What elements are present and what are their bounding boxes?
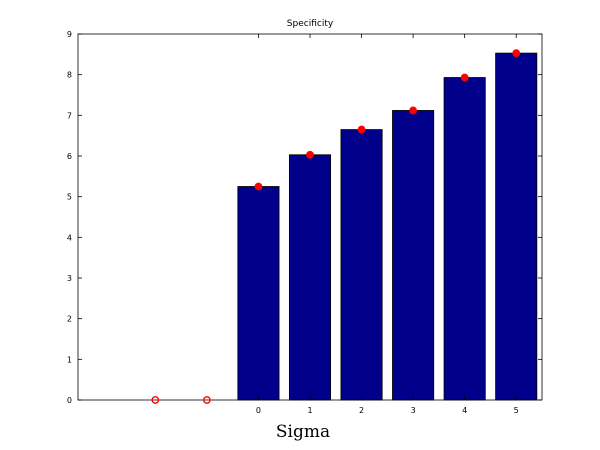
x-tick-label: 4: [462, 406, 467, 415]
marker-point: [357, 125, 366, 134]
y-tick-label: 7: [67, 111, 72, 120]
y-tick-label: 4: [67, 233, 72, 242]
marker-point: [202, 396, 211, 404]
x-tick-label: 2: [359, 406, 364, 415]
y-tick-label: 6: [67, 152, 72, 161]
x-axis: 0 1 2 3 4 5: [256, 34, 519, 415]
y-tick-label: 3: [67, 274, 72, 283]
x-tick-label: 1: [307, 406, 312, 415]
x-axis-label: Sigma: [276, 422, 330, 442]
x-tick-label: 3: [411, 406, 416, 415]
y-tick-label: 2: [67, 315, 72, 324]
marker-point: [409, 106, 418, 115]
marker-point: [306, 150, 314, 159]
marker-point: [512, 49, 521, 58]
y-tick-label: 9: [67, 30, 72, 39]
marker-point: [151, 396, 160, 404]
bar-3: [392, 110, 435, 401]
marker-point: [460, 73, 469, 82]
marker-point: [254, 182, 263, 191]
bar-1: [288, 154, 332, 401]
bar-2: [340, 129, 383, 401]
bar-4: [443, 77, 486, 401]
y-tick-label: 1: [67, 355, 72, 364]
y-tick-label: 8: [67, 71, 72, 80]
y-axis: 0 1 2 3 4 5 6 7 8 9: [67, 30, 542, 405]
bar-5: [495, 52, 538, 401]
markers-group: [151, 49, 521, 404]
bar-0: [237, 186, 280, 401]
chart-title: Specificity: [287, 19, 334, 29]
bars-group: [237, 52, 538, 401]
x-tick-label: 0: [256, 406, 261, 415]
y-tick-label: 0: [67, 396, 72, 405]
x-tick-label: 5: [514, 406, 519, 415]
y-tick-label: 5: [67, 193, 72, 202]
